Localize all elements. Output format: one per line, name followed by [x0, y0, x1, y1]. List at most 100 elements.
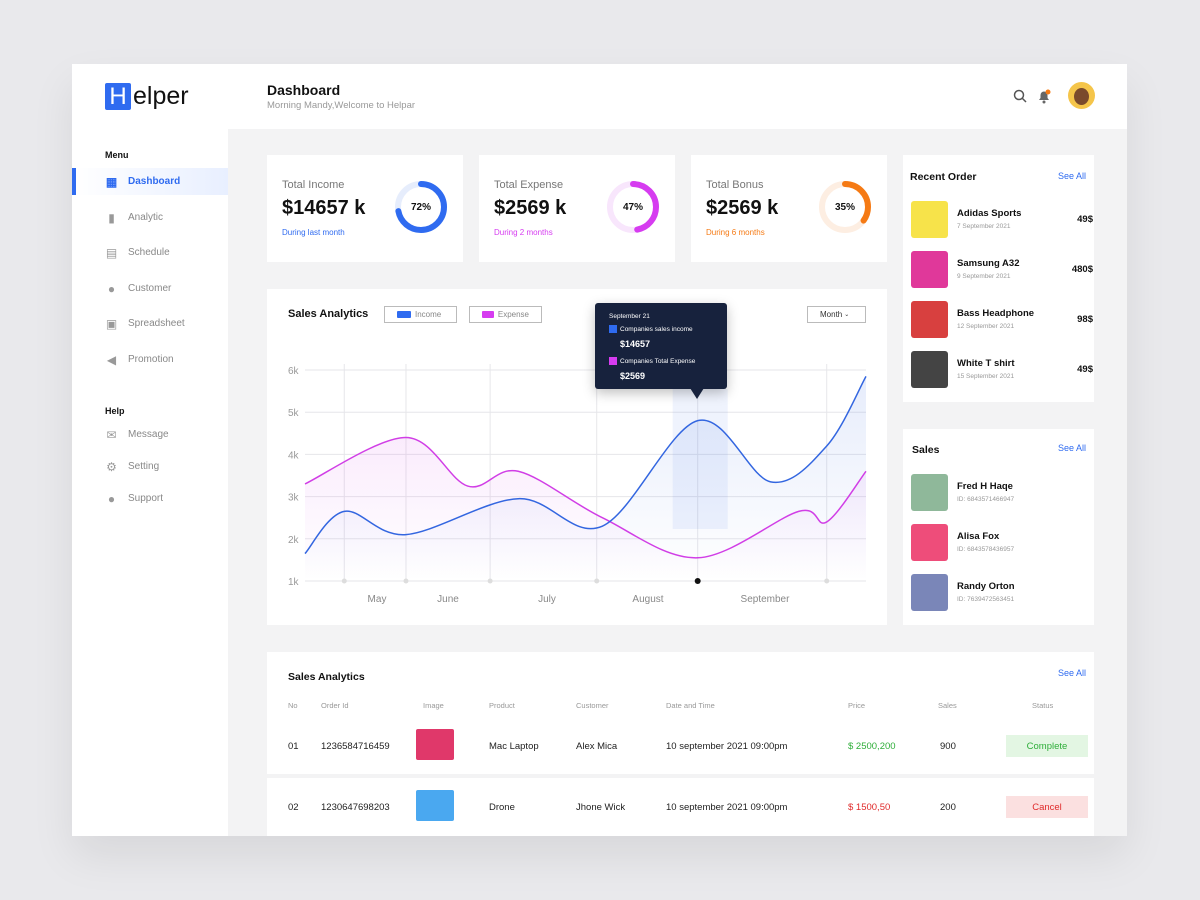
- x-axis-dot: [594, 578, 600, 584]
- nav-label: Support: [128, 493, 164, 504]
- status-badge[interactable]: Cancel: [1006, 796, 1088, 818]
- tooltip-income-value: $14657: [620, 339, 651, 349]
- column-header[interactable]: Product: [489, 701, 515, 710]
- x-axis-dot: [694, 578, 701, 584]
- income-area: [305, 376, 866, 581]
- sidebar-item-setting[interactable]: ⚙ Setting: [72, 453, 228, 480]
- menu-section-title: Menu: [105, 150, 129, 160]
- line-chart[interactable]: 1k 2k 3k 4k 5k 6k May June July August September: [267, 289, 887, 625]
- order-name: Adidas Sports: [957, 208, 1022, 219]
- gear-icon: ⚙: [106, 459, 117, 474]
- sidebar-item-dashboard[interactable]: ▦ Dashboard: [72, 168, 228, 195]
- progress-ring: 47%: [605, 179, 661, 235]
- tooltip-income-label: Companies sales income: [620, 326, 693, 333]
- help-section-title: Help: [105, 406, 125, 416]
- progress-percent: 72%: [410, 201, 431, 213]
- avatar: [911, 474, 948, 511]
- order-date: 12 September 2021: [957, 323, 1015, 330]
- person-id: ID: 6843571466947: [957, 496, 1015, 503]
- order-name: White T shirt: [957, 358, 1015, 369]
- sidebar-item-support[interactable]: ● Support: [72, 485, 228, 512]
- cell-date: 10 september 2021 09:00pm: [666, 802, 788, 813]
- legend-expense[interactable]: Expense: [469, 306, 542, 323]
- sidebar-item-schedule[interactable]: ▤ Schedule: [72, 239, 228, 266]
- cell-sales: 200: [940, 802, 956, 813]
- cell-customer: Jhone Wick: [576, 802, 626, 813]
- cell-date: 10 september 2021 09:00pm: [666, 741, 788, 752]
- cell-order-id: 1236584716459: [321, 741, 390, 752]
- period-dropdown[interactable]: Month ⌄: [807, 306, 866, 323]
- x-tick-label: May: [368, 594, 387, 605]
- y-tick-label: 4k: [288, 450, 300, 461]
- stat-value: $2569 k: [706, 197, 779, 219]
- column-header[interactable]: Image: [423, 701, 444, 710]
- sidebar-item-spreadsheet[interactable]: ▣ Spreadsheet: [72, 310, 228, 337]
- sidebar-item-analytic[interactable]: ▮ Analytic: [72, 204, 228, 231]
- sidebar-item-message[interactable]: ✉ Message: [72, 421, 228, 448]
- avatar: [911, 524, 948, 561]
- sidebar-item-customer[interactable]: ● Customer: [72, 275, 228, 302]
- column-header[interactable]: Customer: [576, 701, 609, 710]
- stat-subtext: During 2 months: [494, 228, 553, 237]
- legend-income[interactable]: Income: [384, 306, 457, 323]
- expense-swatch-icon: [609, 357, 617, 365]
- x-tick-label: June: [437, 594, 459, 605]
- column-header[interactable]: Order Id: [321, 701, 349, 710]
- megaphone-icon: ◀: [106, 352, 117, 367]
- bell-icon[interactable]: [1037, 88, 1051, 104]
- person-id: ID: 6843578436957: [957, 546, 1015, 553]
- column-header[interactable]: No: [288, 701, 298, 710]
- page-title: Dashboard: [267, 82, 341, 98]
- order-price: 480$: [1071, 264, 1093, 275]
- table-see-all-link[interactable]: See All: [1057, 668, 1086, 678]
- column-header[interactable]: Price: [848, 701, 866, 710]
- order-list-item[interactable]: White T shirt 15 September 2021 49$: [911, 351, 1093, 389]
- column-header[interactable]: Status: [1032, 701, 1054, 710]
- order-list-item[interactable]: Adidas Sports 7 September 2021 49$: [911, 201, 1093, 239]
- progress-ring-fill: [607, 181, 659, 233]
- y-tick-label: 1k: [288, 577, 300, 588]
- search-icon[interactable]: [1013, 89, 1027, 103]
- nav-label: Dashboard: [128, 176, 181, 187]
- chevron-down-icon: ⌄: [844, 312, 850, 318]
- order-date: 9 September 2021: [957, 273, 1011, 280]
- tooltip-expense-label: Companies Total Expense: [620, 358, 696, 365]
- sales-person-item[interactable]: Fred H Haqe ID: 6843571466947: [911, 474, 1091, 512]
- stat-card-expense: Total Expense $2569 k During 2 months 47…: [479, 155, 675, 262]
- bar-chart-icon: ▮: [108, 210, 115, 225]
- order-name: Bass Headphone: [957, 308, 1035, 319]
- nav-label: Message: [128, 429, 169, 440]
- product-image: [416, 790, 454, 821]
- cell-price: $ 1500,50: [848, 802, 891, 813]
- stat-card-bonus: Total Bonus $2569 k During 6 months 35%: [691, 155, 887, 262]
- order-list-item[interactable]: Samsung A32 9 September 2021 480$: [911, 251, 1093, 289]
- order-date: 7 September 2021: [957, 223, 1011, 230]
- stat-value: $14657 k: [282, 197, 366, 219]
- x-axis-dot: [341, 578, 347, 584]
- column-header[interactable]: Date and Time: [666, 701, 715, 710]
- product-image: [911, 201, 948, 238]
- cell-sales: 900: [940, 741, 956, 752]
- order-price: 49$: [1077, 214, 1093, 225]
- nav-label: Customer: [128, 283, 172, 294]
- status-badge[interactable]: Complete: [1006, 735, 1088, 757]
- recent-orders-see-all-link[interactable]: See All: [1057, 171, 1086, 181]
- y-tick-label: 2k: [288, 535, 300, 546]
- avatar[interactable]: [1068, 82, 1095, 109]
- sidebar-item-promotion[interactable]: ◀ Promotion: [72, 346, 228, 373]
- sales-person-item[interactable]: Randy Orton ID: 7639472563451: [911, 574, 1091, 612]
- product-image: [911, 351, 948, 388]
- nav-label: Spreadsheet: [128, 318, 185, 329]
- order-list-item[interactable]: Bass Headphone 12 September 2021 98$: [911, 301, 1093, 339]
- stat-value: $2569 k: [494, 197, 567, 219]
- cell-no: 01: [288, 741, 299, 752]
- calendar-icon: ▤: [105, 245, 118, 260]
- sales-person-item[interactable]: Alisa Fox ID: 6843578436957: [911, 524, 1091, 562]
- tooltip-pointer: [690, 388, 704, 399]
- sales-see-all-link[interactable]: See All: [1057, 443, 1086, 453]
- mail-icon: ✉: [106, 427, 117, 442]
- tooltip-expense-value: $2569: [620, 371, 646, 381]
- column-header[interactable]: Sales: [938, 701, 957, 710]
- stat-label: Total Bonus: [706, 179, 764, 191]
